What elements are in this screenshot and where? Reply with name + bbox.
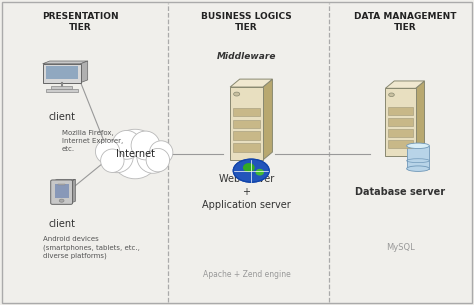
FancyBboxPatch shape bbox=[43, 64, 81, 83]
Ellipse shape bbox=[137, 141, 169, 173]
Circle shape bbox=[389, 93, 394, 97]
Ellipse shape bbox=[255, 169, 264, 176]
Ellipse shape bbox=[131, 131, 160, 160]
Text: PRESENTATION
TIER: PRESENTATION TIER bbox=[42, 12, 119, 32]
FancyBboxPatch shape bbox=[230, 87, 263, 160]
Ellipse shape bbox=[95, 139, 120, 164]
Ellipse shape bbox=[407, 166, 429, 171]
FancyBboxPatch shape bbox=[51, 180, 73, 204]
Text: Internet: Internet bbox=[116, 149, 155, 159]
Ellipse shape bbox=[101, 140, 133, 173]
FancyBboxPatch shape bbox=[388, 107, 413, 115]
Text: Apache + Zend engine: Apache + Zend engine bbox=[202, 270, 291, 279]
FancyBboxPatch shape bbox=[233, 108, 260, 116]
Ellipse shape bbox=[110, 129, 160, 179]
FancyBboxPatch shape bbox=[388, 140, 413, 148]
Text: MySQL: MySQL bbox=[386, 242, 415, 252]
Text: Web server
+
Application server: Web server + Application server bbox=[202, 174, 291, 210]
Polygon shape bbox=[43, 61, 88, 64]
Circle shape bbox=[234, 92, 240, 96]
Text: Database server: Database server bbox=[356, 187, 446, 197]
FancyBboxPatch shape bbox=[385, 88, 416, 156]
FancyBboxPatch shape bbox=[58, 184, 65, 185]
FancyBboxPatch shape bbox=[233, 131, 260, 140]
FancyBboxPatch shape bbox=[388, 129, 413, 137]
Polygon shape bbox=[53, 179, 75, 181]
Text: DATA MANAGEMENT
TIER: DATA MANAGEMENT TIER bbox=[354, 12, 456, 32]
FancyBboxPatch shape bbox=[233, 120, 260, 128]
Ellipse shape bbox=[407, 143, 429, 149]
Polygon shape bbox=[385, 81, 425, 88]
FancyBboxPatch shape bbox=[46, 89, 78, 92]
Circle shape bbox=[59, 199, 64, 202]
Text: BUSINESS LOGICS
TIER: BUSINESS LOGICS TIER bbox=[201, 12, 292, 32]
Text: client: client bbox=[48, 219, 75, 229]
FancyBboxPatch shape bbox=[407, 146, 429, 169]
FancyBboxPatch shape bbox=[233, 143, 260, 152]
FancyBboxPatch shape bbox=[46, 66, 78, 79]
FancyBboxPatch shape bbox=[51, 86, 72, 89]
Polygon shape bbox=[71, 179, 75, 203]
Text: client: client bbox=[48, 113, 75, 122]
Ellipse shape bbox=[243, 163, 255, 172]
Polygon shape bbox=[263, 79, 273, 160]
Polygon shape bbox=[416, 81, 425, 156]
Ellipse shape bbox=[149, 141, 173, 164]
Text: Middleware: Middleware bbox=[217, 52, 276, 61]
Text: Mozilla Firefox,
Internet Explorer,
etc.: Mozilla Firefox, Internet Explorer, etc. bbox=[62, 130, 123, 152]
Polygon shape bbox=[81, 61, 88, 83]
FancyBboxPatch shape bbox=[2, 2, 472, 303]
FancyBboxPatch shape bbox=[55, 184, 69, 198]
FancyBboxPatch shape bbox=[388, 118, 413, 126]
Text: Android devices
(smartphones, tablets, etc.,
diverse platforms): Android devices (smartphones, tablets, e… bbox=[43, 236, 139, 259]
Ellipse shape bbox=[112, 131, 141, 159]
Polygon shape bbox=[230, 79, 273, 87]
Circle shape bbox=[233, 159, 269, 182]
Ellipse shape bbox=[146, 149, 170, 172]
Ellipse shape bbox=[100, 149, 124, 172]
